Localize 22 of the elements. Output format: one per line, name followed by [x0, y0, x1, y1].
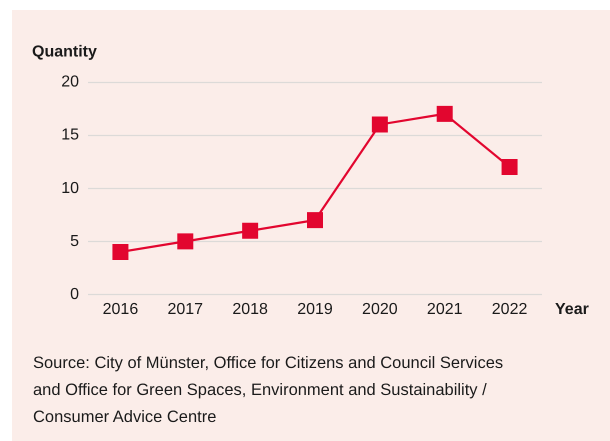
- x-tick-label: 2020: [362, 301, 398, 318]
- source-note: Source: City of Münster, Office for Citizens and Council Services and Office for Green Spaces, Environment and Sustainability / Consumer Advice Centre: [33, 353, 504, 428]
- x-tick-label: 2016: [102, 301, 138, 318]
- x-tick-label: 2017: [167, 301, 204, 318]
- x-tick-label: 2021: [426, 301, 463, 318]
- point: [242, 222, 258, 239]
- x-tick-label: 2022: [492, 301, 528, 318]
- point: [112, 244, 128, 260]
- y-tick-label: 20: [61, 74, 80, 90]
- y-axis-title: Quantity: [32, 44, 97, 60]
- point: [177, 233, 194, 250]
- y-tick-label: 0: [70, 286, 80, 303]
- point: [307, 212, 323, 228]
- point: [502, 159, 518, 175]
- x-tick-label: 2019: [297, 301, 333, 318]
- point: [436, 106, 453, 122]
- y-tick-label: 5: [70, 232, 80, 250]
- x-tick-label: 2018: [232, 301, 268, 318]
- y-tick-label: 10: [61, 180, 80, 197]
- y-tick-label: 15: [61, 126, 80, 144]
- point: [372, 116, 388, 132]
- x-axis-title: Year: [555, 301, 589, 318]
